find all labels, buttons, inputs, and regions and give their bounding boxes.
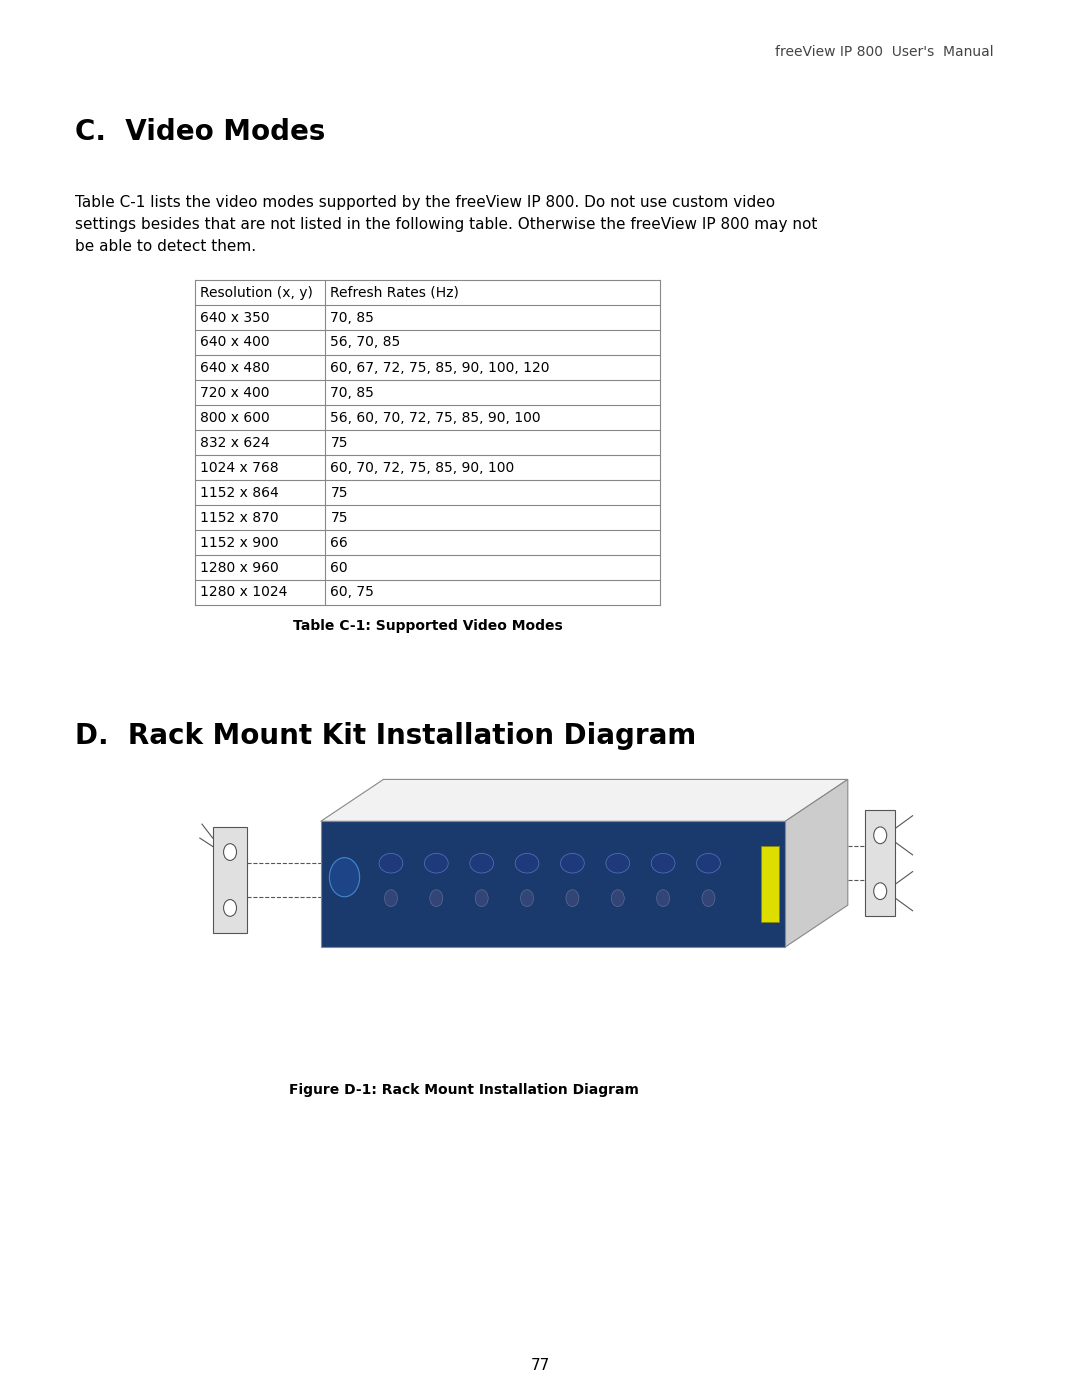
Circle shape [430, 890, 443, 907]
Text: 640 x 350: 640 x 350 [201, 310, 270, 324]
Text: D.  Rack Mount Kit Installation Diagram: D. Rack Mount Kit Installation Diagram [75, 722, 697, 750]
Ellipse shape [697, 854, 720, 873]
Ellipse shape [379, 854, 403, 873]
Ellipse shape [470, 854, 494, 873]
Text: 640 x 400: 640 x 400 [201, 335, 270, 349]
Text: Resolution (x, y): Resolution (x, y) [201, 285, 313, 299]
Circle shape [475, 890, 488, 907]
Text: 720 x 400: 720 x 400 [201, 386, 270, 400]
Text: 77: 77 [530, 1358, 550, 1373]
Bar [195, 380, 660, 405]
Text: Table C-1: Supported Video Modes: Table C-1: Supported Video Modes [293, 619, 563, 633]
Text: Refresh Rates (Hz): Refresh Rates (Hz) [330, 285, 459, 299]
Bar [195, 504, 660, 529]
Circle shape [521, 890, 534, 907]
Text: settings besides that are not listed in the following table. Otherwise the freeV: settings besides that are not listed in … [75, 217, 818, 232]
Text: 75: 75 [330, 486, 348, 500]
Text: 75: 75 [330, 510, 348, 524]
Text: 1280 x 960: 1280 x 960 [201, 560, 279, 574]
Text: 1152 x 864: 1152 x 864 [201, 486, 279, 500]
Ellipse shape [606, 854, 630, 873]
Text: 1152 x 900: 1152 x 900 [201, 535, 279, 549]
Circle shape [611, 890, 624, 907]
Ellipse shape [651, 854, 675, 873]
Text: 56, 60, 70, 72, 75, 85, 90, 100: 56, 60, 70, 72, 75, 85, 90, 100 [330, 411, 541, 425]
Text: Table C-1 lists the video modes supported by the freeView IP 800. Do not use cus: Table C-1 lists the video modes supporte… [75, 196, 775, 210]
Bar [195, 405, 660, 430]
Text: 66: 66 [330, 535, 348, 549]
Polygon shape [865, 810, 895, 916]
Bar [195, 305, 660, 330]
Circle shape [874, 827, 887, 844]
Text: be able to detect them.: be able to detect them. [75, 239, 256, 254]
Bar [195, 330, 660, 355]
Bar [195, 455, 660, 481]
Bar [195, 355, 660, 380]
Text: 60, 67, 72, 75, 85, 90, 100, 120: 60, 67, 72, 75, 85, 90, 100, 120 [330, 360, 550, 374]
Text: C.  Video Modes: C. Video Modes [75, 117, 325, 147]
Text: 70, 85: 70, 85 [330, 310, 375, 324]
Text: Figure D-1: Rack Mount Installation Diagram: Figure D-1: Rack Mount Installation Diag… [289, 1083, 639, 1097]
Circle shape [874, 883, 887, 900]
Text: 56, 70, 85: 56, 70, 85 [330, 335, 401, 349]
Ellipse shape [424, 854, 448, 873]
Bar [195, 555, 660, 580]
Text: 60, 70, 72, 75, 85, 90, 100: 60, 70, 72, 75, 85, 90, 100 [330, 461, 515, 475]
Circle shape [329, 858, 360, 897]
Circle shape [657, 890, 670, 907]
Bar [321, 821, 785, 947]
Circle shape [224, 900, 237, 916]
Bar [761, 847, 779, 922]
Text: 640 x 480: 640 x 480 [201, 360, 270, 374]
Text: 70, 85: 70, 85 [330, 386, 375, 400]
Text: freeView IP 800  User's  Manual: freeView IP 800 User's Manual [775, 45, 994, 59]
Circle shape [566, 890, 579, 907]
Bar [195, 580, 660, 605]
Polygon shape [785, 780, 848, 947]
Circle shape [702, 890, 715, 907]
Text: 1024 x 768: 1024 x 768 [201, 461, 279, 475]
Bar [195, 481, 660, 504]
Circle shape [224, 844, 237, 861]
Ellipse shape [561, 854, 584, 873]
Text: 1280 x 1024: 1280 x 1024 [201, 585, 287, 599]
Circle shape [384, 890, 397, 907]
Polygon shape [213, 827, 247, 933]
Text: 75: 75 [330, 436, 348, 450]
Text: 60, 75: 60, 75 [330, 585, 375, 599]
Text: 60: 60 [330, 560, 348, 574]
Bar [195, 430, 660, 455]
Ellipse shape [515, 854, 539, 873]
Bar [195, 279, 660, 305]
Text: 832 x 624: 832 x 624 [201, 436, 270, 450]
Polygon shape [321, 780, 848, 821]
Bar [195, 529, 660, 555]
Text: 800 x 600: 800 x 600 [201, 411, 270, 425]
Text: 1152 x 870: 1152 x 870 [201, 510, 279, 524]
